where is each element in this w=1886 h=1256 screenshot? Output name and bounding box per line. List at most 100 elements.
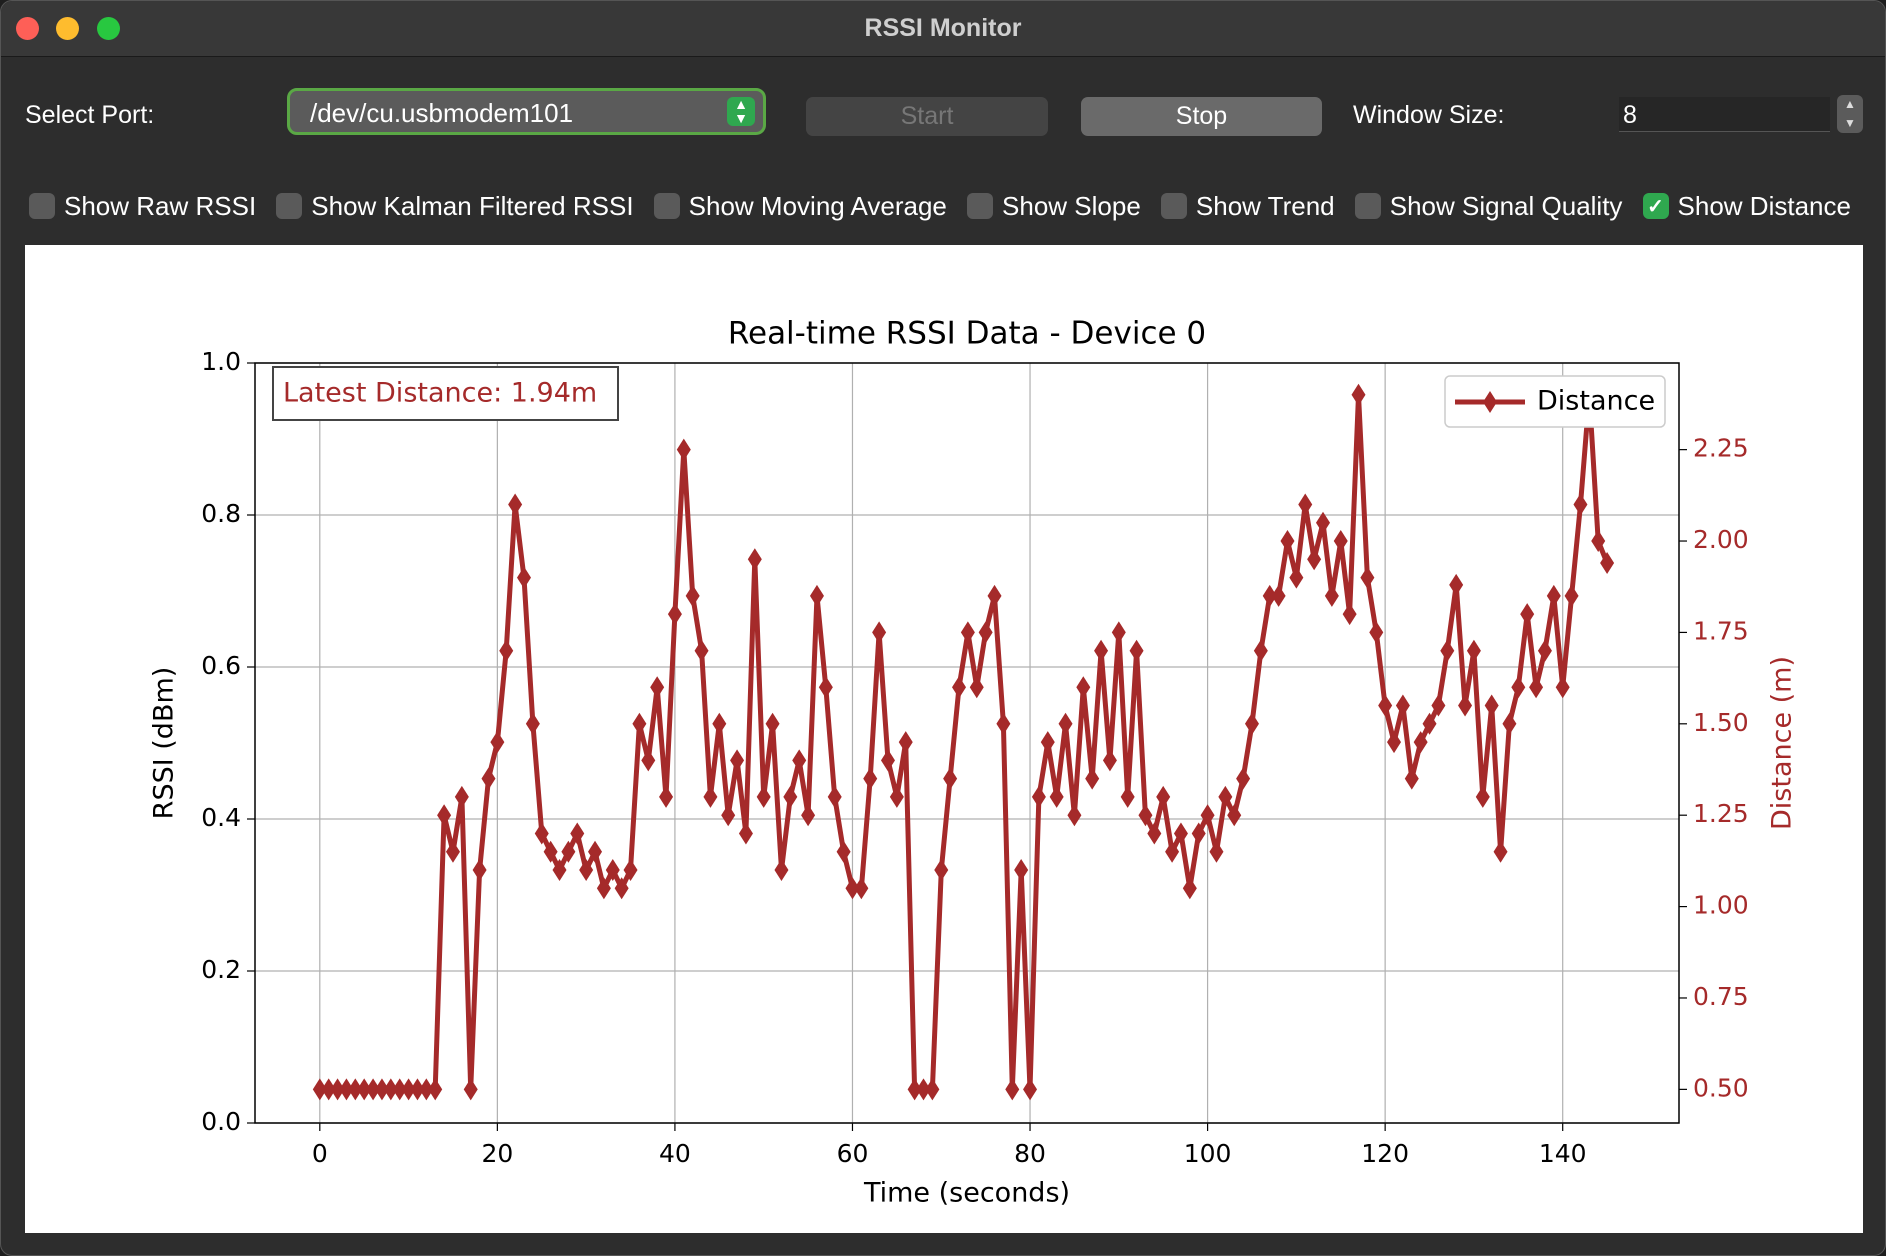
checkbox[interactable]: Show Raw RSSI bbox=[29, 189, 256, 223]
checkbox[interactable]: Show Trend bbox=[1160, 189, 1335, 223]
checkbox[interactable]: Show Signal Quality bbox=[1354, 189, 1623, 223]
marker bbox=[1555, 676, 1570, 699]
marker bbox=[1236, 767, 1251, 790]
marker bbox=[1102, 749, 1117, 772]
legend-marker bbox=[1483, 391, 1497, 413]
start-button[interactable]: Start bbox=[806, 97, 1048, 136]
stop-button[interactable]: Stop bbox=[1081, 97, 1322, 136]
x-tick-label: 100 bbox=[1184, 1139, 1232, 1168]
annotation: Latest Distance: 1.94m bbox=[283, 378, 597, 409]
marker bbox=[392, 1078, 407, 1101]
y-tick-label: 0.6 bbox=[201, 651, 241, 680]
marker bbox=[499, 639, 514, 662]
minimize-button[interactable] bbox=[56, 17, 79, 40]
marker bbox=[383, 1078, 398, 1101]
x-tick-label: 60 bbox=[837, 1139, 869, 1168]
y2-tick-label: 1.25 bbox=[1693, 799, 1749, 828]
marker bbox=[747, 548, 762, 571]
marker bbox=[1404, 767, 1419, 790]
marker bbox=[1280, 530, 1295, 553]
marker bbox=[437, 804, 452, 827]
marker bbox=[845, 877, 860, 900]
checkbox-label: Show Signal Quality bbox=[1389, 190, 1623, 221]
marker bbox=[463, 1078, 478, 1101]
checkbox[interactable]: Show Moving Average bbox=[653, 189, 947, 223]
marker bbox=[978, 621, 993, 644]
marker bbox=[1378, 694, 1393, 717]
checkbox-box: ✓ bbox=[1642, 193, 1669, 219]
y-tick-label: 1.0 bbox=[201, 347, 241, 376]
zoom-button[interactable] bbox=[97, 17, 120, 40]
marker bbox=[1307, 548, 1322, 571]
marker bbox=[765, 712, 780, 735]
marker bbox=[738, 822, 753, 845]
annotation-box bbox=[272, 366, 619, 421]
marker bbox=[1529, 676, 1544, 699]
checkbox-label: Show Kalman Filtered RSSI bbox=[311, 190, 634, 221]
checkbox-label: Show Raw RSSI bbox=[64, 190, 257, 221]
spin-box-stepper[interactable]: ▲ ▼ bbox=[1837, 95, 1863, 133]
marker bbox=[1573, 493, 1588, 516]
marker bbox=[1520, 603, 1535, 626]
marker bbox=[312, 1078, 327, 1101]
y-tick-label: 0.4 bbox=[201, 803, 241, 832]
marker bbox=[516, 566, 531, 589]
x-tick-label: 140 bbox=[1539, 1139, 1587, 1168]
marker bbox=[952, 676, 967, 699]
marker bbox=[534, 822, 549, 845]
marker bbox=[481, 767, 496, 790]
marker bbox=[694, 639, 709, 662]
window-size-label: Window Size: bbox=[1353, 101, 1505, 129]
marker bbox=[1431, 694, 1446, 717]
marker bbox=[330, 1078, 345, 1101]
marker bbox=[1271, 584, 1286, 607]
marker bbox=[570, 822, 585, 845]
marker bbox=[659, 785, 674, 808]
port-value: /dev/cu.usbmodem101 bbox=[310, 98, 574, 128]
marker bbox=[1422, 712, 1437, 735]
marker bbox=[366, 1078, 381, 1101]
legend-label: Distance bbox=[1537, 386, 1655, 417]
port-select[interactable]: /dev/cu.usbmodem101 ▲ ▼ bbox=[287, 88, 766, 135]
marker bbox=[836, 840, 851, 863]
marker bbox=[1173, 822, 1188, 845]
checkbox-row: Show Raw RSSI Show Kalman Filtered RSSI Sh… bbox=[29, 189, 1851, 223]
marker bbox=[561, 840, 576, 863]
marker bbox=[588, 840, 603, 863]
marker bbox=[783, 785, 798, 808]
checkbox[interactable]: ✓ Show Distance bbox=[1642, 189, 1851, 223]
marker bbox=[898, 731, 913, 754]
marker bbox=[756, 785, 771, 808]
y2-axis-label: Distance (m) bbox=[1767, 656, 1798, 830]
window-size-input[interactable]: 8 bbox=[1619, 97, 1830, 132]
marker bbox=[1067, 804, 1082, 827]
marker bbox=[1111, 621, 1126, 644]
checkbox[interactable]: Show Slope bbox=[967, 189, 1141, 223]
marker bbox=[579, 859, 594, 882]
marker bbox=[596, 877, 611, 900]
marker bbox=[1023, 1078, 1038, 1101]
close-button[interactable] bbox=[16, 17, 39, 40]
chart: 0 20 40 60 80 100 120 140 0.0 0.2 0.4 0.6 0.8 1.0 0.50… bbox=[149, 316, 1798, 1209]
marker bbox=[1040, 731, 1055, 754]
marker bbox=[1466, 639, 1481, 662]
marker bbox=[1227, 804, 1242, 827]
checkbox[interactable]: Show Kalman Filtered RSSI bbox=[276, 189, 634, 223]
marker bbox=[1262, 584, 1277, 607]
marker bbox=[1298, 493, 1313, 516]
checkbox-label: Show Distance bbox=[1677, 190, 1851, 221]
marker bbox=[730, 749, 745, 772]
marker bbox=[1351, 383, 1366, 406]
marker bbox=[1156, 785, 1171, 808]
y-tick-label: 0.8 bbox=[201, 499, 241, 528]
marker bbox=[454, 785, 469, 808]
y2-tick-label: 0.75 bbox=[1693, 982, 1749, 1011]
marker bbox=[996, 712, 1011, 735]
y-axis-label: RSSI (dBm) bbox=[149, 667, 180, 820]
marker bbox=[809, 584, 824, 607]
marker bbox=[925, 1078, 940, 1101]
marker bbox=[1484, 694, 1499, 717]
checkbox-box bbox=[1354, 193, 1381, 219]
marker bbox=[1440, 639, 1455, 662]
